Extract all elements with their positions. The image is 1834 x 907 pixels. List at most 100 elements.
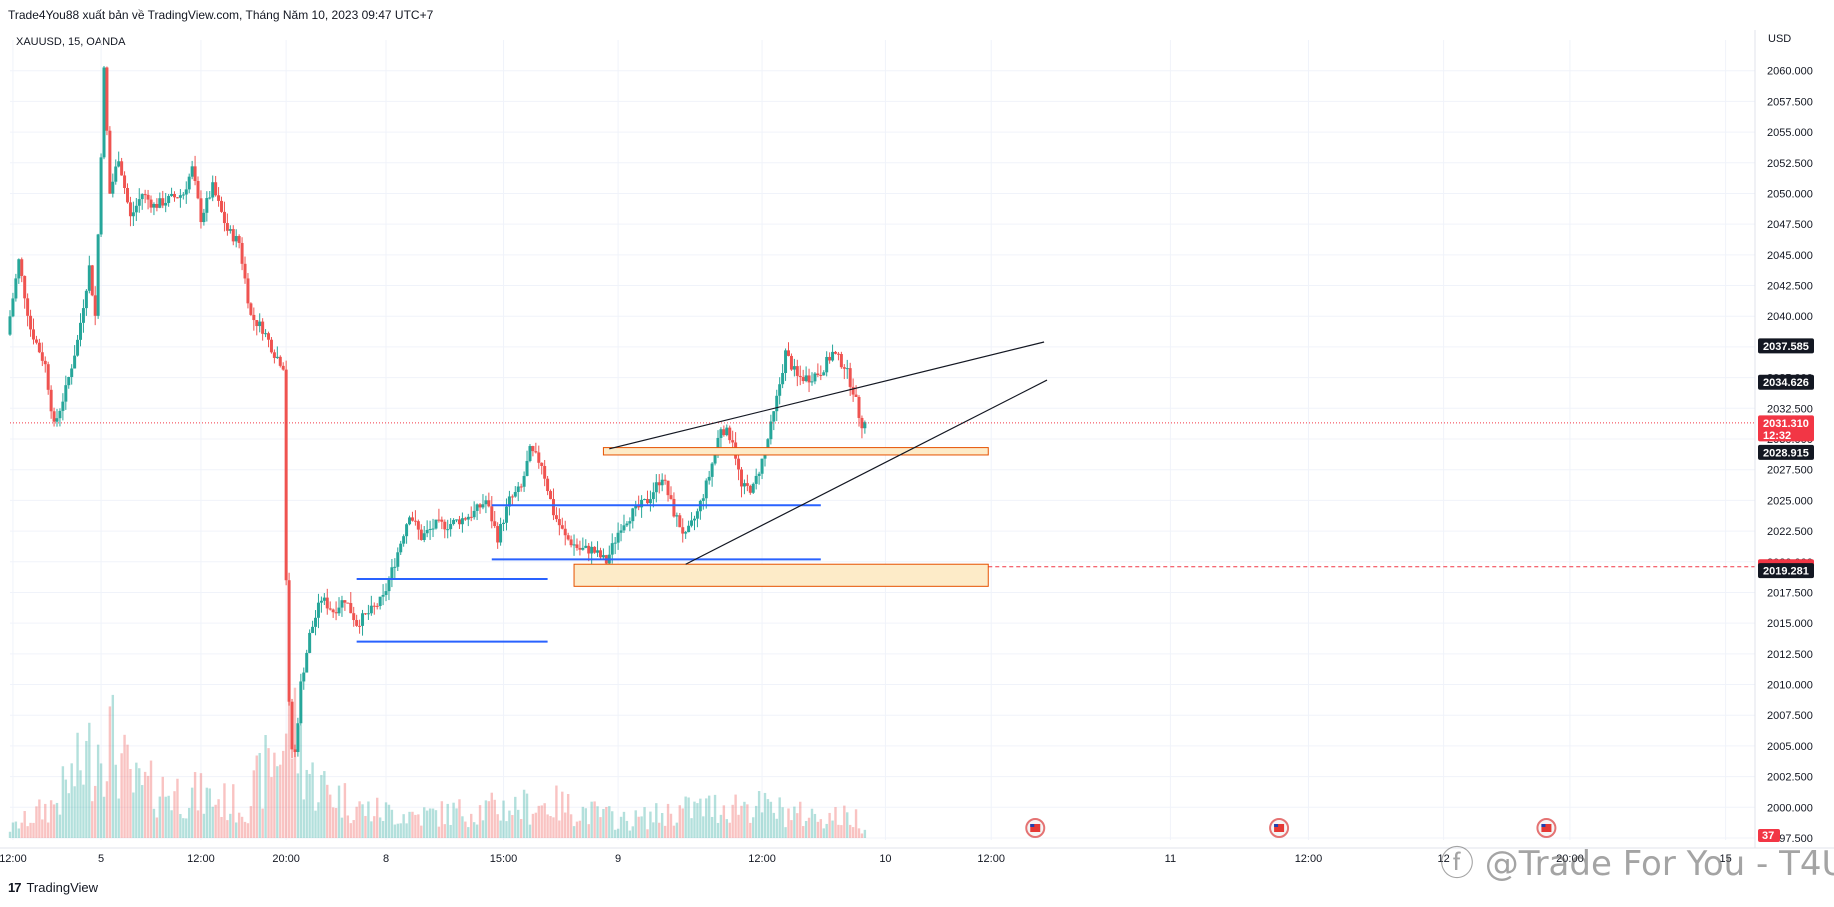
volume-bar — [91, 801, 94, 838]
volume-bar — [252, 770, 256, 838]
candle-body — [319, 600, 323, 603]
candle-body — [549, 491, 553, 500]
candle-body — [381, 594, 385, 597]
volume-bar — [472, 822, 476, 838]
volume-bar — [605, 806, 608, 838]
volume-bar — [566, 794, 570, 838]
candle-body — [143, 194, 147, 196]
candle-body — [648, 499, 652, 504]
tradingview-footer: 17 TradingView — [8, 880, 98, 895]
candle-body — [593, 546, 597, 553]
volume-bar — [270, 777, 273, 838]
volume-bar — [129, 768, 132, 838]
volume-bar — [716, 822, 720, 838]
candle-body — [722, 429, 726, 436]
volume-bar — [373, 816, 376, 838]
price-tick-label: 2022.500 — [1767, 526, 1813, 538]
candle-body — [363, 613, 367, 615]
candle-body — [516, 486, 520, 492]
volume-bar — [26, 826, 29, 838]
volume-bar — [123, 734, 126, 838]
candle-body — [704, 480, 708, 499]
volume-bar — [387, 804, 391, 838]
volume-bar — [672, 825, 676, 838]
candle-body — [754, 475, 758, 484]
candle-body — [123, 175, 127, 188]
volume-bar — [622, 811, 626, 838]
volume-bar — [29, 822, 32, 838]
volume-bar — [99, 763, 103, 838]
candle-body — [851, 386, 855, 395]
candle-body — [757, 473, 761, 476]
candle-body — [134, 205, 138, 213]
candle-body — [419, 529, 423, 541]
candle-body — [807, 375, 811, 383]
volume-bar — [237, 812, 241, 838]
volume-bar — [690, 818, 693, 838]
volume-bar — [763, 792, 767, 838]
candle-body — [710, 463, 714, 477]
candle-body — [728, 427, 732, 441]
candle-body — [543, 465, 547, 479]
candle-body — [29, 315, 33, 330]
price-tick-label: 2002.500 — [1767, 772, 1813, 784]
candle-body — [487, 500, 491, 507]
volume-bar — [840, 825, 843, 838]
us-flag-event-icon — [1274, 824, 1279, 827]
candle-body — [84, 290, 88, 309]
candle-body — [416, 521, 420, 530]
volume-bar — [514, 796, 517, 838]
volume-bar — [599, 817, 602, 838]
volume-bar — [625, 820, 629, 838]
candle-body — [126, 187, 130, 203]
candle-body — [540, 462, 544, 466]
candle-body — [469, 516, 473, 518]
candle-body — [643, 498, 647, 500]
candle-body — [34, 339, 38, 343]
price-tick-label: 2040.000 — [1767, 311, 1813, 323]
price-tick-label: 2000.000 — [1767, 802, 1813, 814]
volume-bar — [390, 809, 394, 838]
candle-body — [105, 67, 109, 131]
candle-body — [792, 366, 796, 370]
candle-body — [554, 515, 558, 520]
volume-bar — [702, 816, 705, 838]
candle-body — [613, 542, 617, 544]
price-tick-label: 2032.500 — [1767, 403, 1813, 415]
volume-bar — [143, 771, 147, 838]
candle-body — [281, 365, 285, 370]
volume-bar — [458, 799, 461, 838]
volume-bar — [182, 818, 185, 838]
volume-bar — [14, 821, 18, 838]
volume-bar — [414, 814, 417, 838]
volume-bar — [467, 827, 470, 838]
candle-body — [249, 303, 253, 315]
candle-body — [316, 602, 320, 618]
candle-body — [622, 525, 626, 531]
volume-bar — [734, 794, 737, 838]
volume-bar — [851, 827, 855, 838]
volume-bar — [196, 810, 200, 838]
candle-body — [446, 529, 450, 531]
candle-body — [560, 525, 564, 529]
volume-bar — [790, 820, 793, 838]
candle-body — [43, 360, 47, 365]
candle-body — [228, 229, 232, 231]
volume-bar — [108, 706, 112, 838]
volume-bar — [329, 794, 332, 838]
candle-body — [466, 516, 470, 520]
candle-body — [813, 373, 817, 382]
candle-body — [431, 528, 435, 530]
volume-bar — [44, 803, 47, 838]
volume-bar — [848, 824, 852, 838]
candle-body — [214, 182, 218, 196]
price-tick-label: 2010.000 — [1767, 680, 1813, 692]
volume-bar — [355, 806, 358, 838]
candle-body — [234, 236, 238, 242]
candle-body — [666, 480, 670, 496]
candle-body — [598, 550, 602, 558]
candle-body — [675, 515, 679, 517]
volume-bar — [804, 820, 808, 838]
candle-body — [546, 478, 550, 492]
